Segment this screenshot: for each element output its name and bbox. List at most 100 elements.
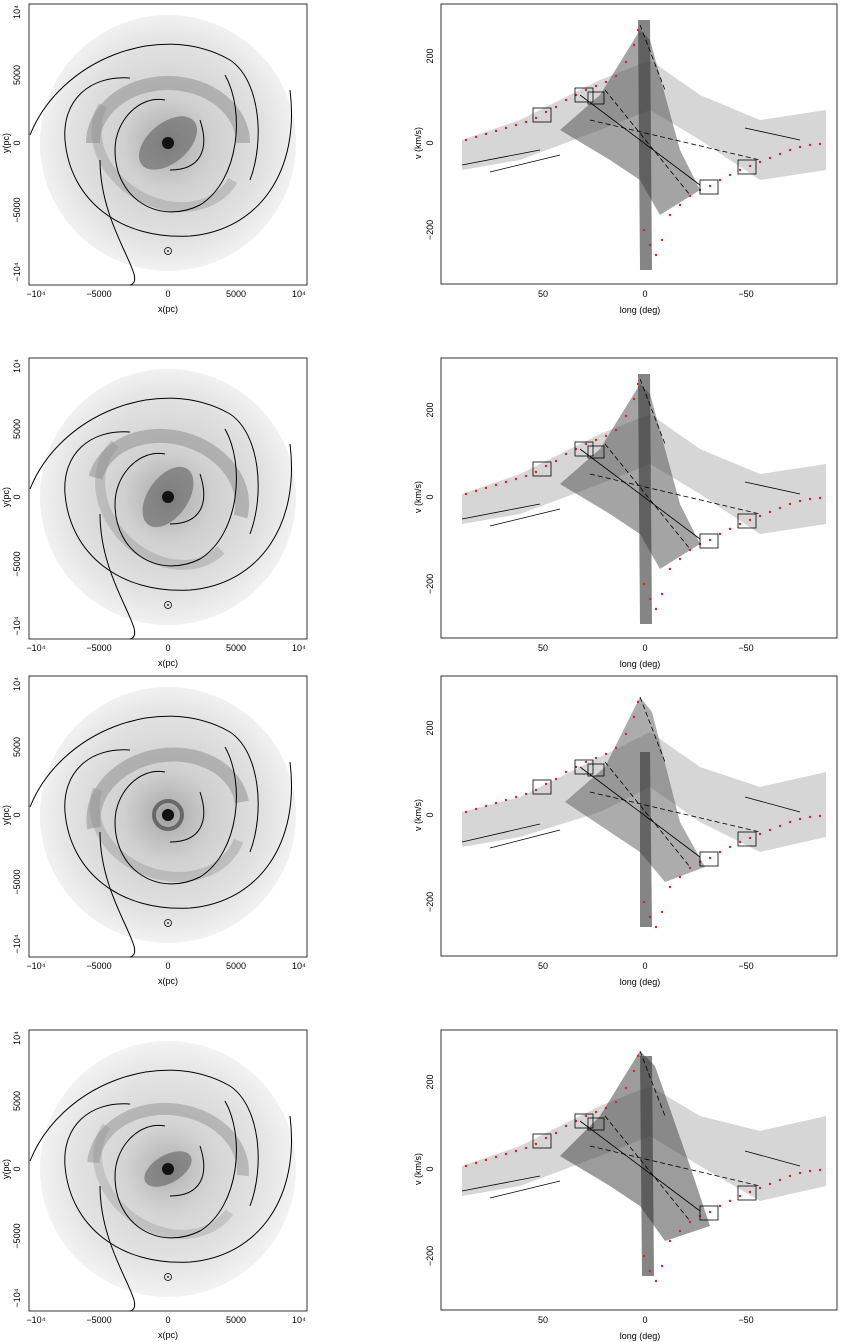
row-3: −10⁴ −5000 0 5000 10⁴ 10⁴ 5000 0 −5000 −… xyxy=(1,675,838,987)
row-1: −10⁴ −5000 0 5000 10⁴ 10⁴ 5000 0 −5000 −… xyxy=(1,3,838,315)
x-tick-labels: 50 0 −50 xyxy=(538,961,754,971)
tick-label: 50 xyxy=(538,289,548,299)
y-tick-labels: 200 0 −200 xyxy=(425,720,435,912)
marker-boxes xyxy=(532,759,757,867)
spiral-arm-lines xyxy=(29,715,292,958)
model-tracks xyxy=(461,378,801,550)
tick-label: 10⁴ xyxy=(12,5,22,19)
sun-marker-icon xyxy=(164,919,172,927)
tick-label: −50 xyxy=(738,1315,753,1325)
tick-label: 5000 xyxy=(12,419,22,439)
face-on-disc-image xyxy=(40,1041,296,1297)
tick-label: 0 xyxy=(12,812,22,817)
tick-label: 50 xyxy=(538,643,548,653)
x-axis-label: long (deg) xyxy=(620,305,661,315)
tick-label: 50 xyxy=(538,1315,548,1325)
row-4: −10⁴ −5000 0 5000 10⁴ 10⁴ 5000 0 −5000 −… xyxy=(1,1029,838,1341)
tick-label: 0 xyxy=(165,961,170,971)
y-axis-label: v (km/s) xyxy=(413,127,423,159)
tick-label: 0 xyxy=(425,812,435,817)
tick-label: −50 xyxy=(738,643,753,653)
y-tick-labels: 200 0 −200 xyxy=(425,402,435,594)
tick-label: −5000 xyxy=(86,961,111,971)
x-axis-label: long (deg) xyxy=(620,1331,661,1341)
tick-label: −5000 xyxy=(86,643,111,653)
y-axis-label: v (km/s) xyxy=(413,1153,423,1185)
face-on-disc-image xyxy=(40,15,296,271)
tick-label: −10⁴ xyxy=(12,262,22,281)
tick-label: 5000 xyxy=(226,961,246,971)
tick-label: 0 xyxy=(165,643,170,653)
x-axis-label: x(pc) xyxy=(158,658,178,668)
tick-label: −200 xyxy=(425,1246,435,1266)
tick-label: −10⁴ xyxy=(26,289,45,299)
tick-label: 0 xyxy=(12,1166,22,1171)
x-tick-labels: −10⁴ −5000 0 5000 10⁴ xyxy=(26,961,306,971)
tick-label: 0 xyxy=(642,643,647,653)
spiral-arm-lines xyxy=(29,43,292,286)
tick-label: −200 xyxy=(425,220,435,240)
tick-label: 0 xyxy=(425,494,435,499)
model-lv-cloud xyxy=(462,697,826,927)
tick-label: −10⁴ xyxy=(12,616,22,635)
model-tracks xyxy=(461,24,801,196)
model-tracks xyxy=(461,696,801,868)
y-axis-label: y(pc) xyxy=(1,133,11,153)
x-axis-label: x(pc) xyxy=(158,1330,178,1340)
tick-label: −200 xyxy=(425,892,435,912)
face-on-disc-image xyxy=(40,369,296,625)
tick-label: 200 xyxy=(425,48,435,63)
tick-label: −10⁴ xyxy=(26,643,45,653)
y-tick-labels: 200 0 −200 xyxy=(425,48,435,240)
tick-label: 0 xyxy=(642,289,647,299)
observed-points xyxy=(464,1054,822,1283)
spatial-panel: −10⁴ −5000 0 5000 10⁴ 10⁴ 5000 0 −5000 −… xyxy=(1,3,308,314)
x-axis-label: x(pc) xyxy=(158,304,178,314)
spatial-panel: −10⁴ −5000 0 5000 10⁴ 10⁴ 5000 0 −5000 −… xyxy=(1,357,308,668)
marker-boxes xyxy=(532,1113,757,1221)
model-tracks xyxy=(461,1050,801,1222)
y-axis-label: y(pc) xyxy=(1,805,11,825)
lv-panel: 50 0 −50 200 0 −200 long (deg) v (km/s) xyxy=(413,357,838,669)
tick-label: 0 xyxy=(425,1166,435,1171)
tick-label: 5000 xyxy=(12,737,22,757)
lv-panel: 50 0 −50 200 0 −200 long (deg) v (km/s) xyxy=(413,1029,838,1341)
tick-label: 5000 xyxy=(226,643,246,653)
x-tick-labels: −10⁴ −5000 0 5000 10⁴ xyxy=(26,1315,306,1325)
tick-label: −10⁴ xyxy=(26,1315,45,1325)
spiral-arm-lines xyxy=(29,397,292,640)
tick-label: −10⁴ xyxy=(12,934,22,953)
y-tick-labels: 200 0 −200 xyxy=(425,1074,435,1266)
observed-points xyxy=(464,382,822,611)
x-tick-labels: 50 0 −50 xyxy=(538,1315,754,1325)
observed-points xyxy=(464,28,822,257)
face-on-disc-image xyxy=(40,687,296,943)
sun-marker-icon xyxy=(164,1273,172,1281)
lv-panel: 50 0 −50 200 0 −200 long (deg) v (km/s) xyxy=(413,3,838,315)
y-tick-labels: 10⁴ 5000 0 −5000 −10⁴ xyxy=(12,1031,22,1308)
tick-label: 10⁴ xyxy=(12,1031,22,1045)
tick-label: −5000 xyxy=(12,197,22,222)
tick-label: 0 xyxy=(165,1315,170,1325)
tick-label: 200 xyxy=(425,720,435,735)
spiral-arm-lines xyxy=(29,1069,292,1312)
spatial-panel: −10⁴ −5000 0 5000 10⁴ 10⁴ 5000 0 −5000 −… xyxy=(1,675,308,986)
tick-label: 10⁴ xyxy=(12,677,22,691)
spatial-panel: −10⁴ −5000 0 5000 10⁴ 10⁴ 5000 0 −5000 −… xyxy=(1,1029,308,1340)
x-axis-label: long (deg) xyxy=(620,977,661,987)
tick-label: −10⁴ xyxy=(12,1288,22,1307)
tick-label: −10⁴ xyxy=(26,961,45,971)
tick-label: 10⁴ xyxy=(12,359,22,373)
tick-label: 10⁴ xyxy=(292,961,306,971)
tick-label: 5000 xyxy=(226,289,246,299)
tick-label: 0 xyxy=(642,961,647,971)
y-tick-labels: 10⁴ 5000 0 −5000 −10⁴ xyxy=(12,677,22,954)
tick-label: 10⁴ xyxy=(292,1315,306,1325)
sun-marker-icon xyxy=(164,247,172,255)
tick-label: 0 xyxy=(642,1315,647,1325)
tick-label: 200 xyxy=(425,402,435,417)
y-tick-labels: 10⁴ 5000 0 −5000 −10⁴ xyxy=(12,359,22,636)
tick-label: 5000 xyxy=(226,1315,246,1325)
sun-marker-icon xyxy=(164,601,172,609)
